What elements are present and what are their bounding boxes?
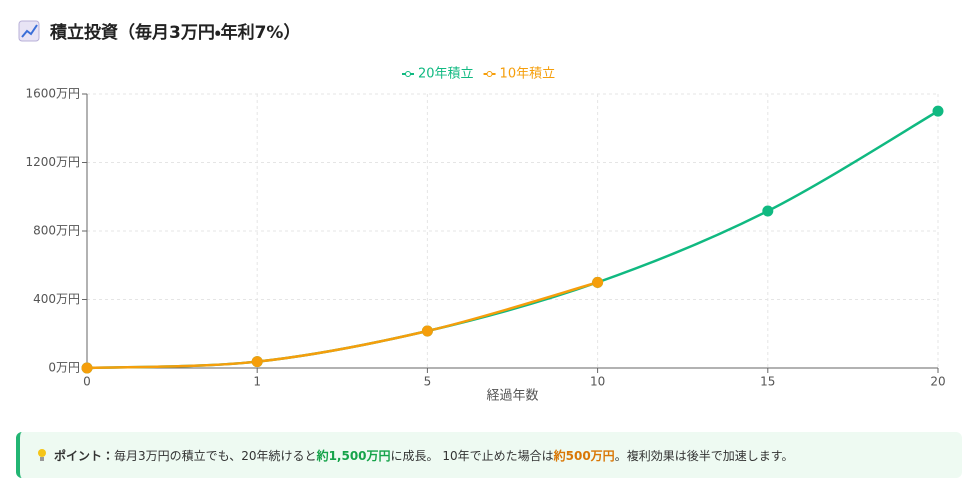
x-tick-label: 15 (760, 375, 775, 389)
x-tick-label: 10 (590, 375, 605, 389)
note-highlight: 約500万円 (553, 448, 615, 463)
y-tick-label: 1200万円 (25, 155, 80, 169)
x-axis-label: 経過年数 (486, 389, 538, 404)
data-point (762, 205, 774, 217)
y-tick-label: 1600万円 (25, 87, 80, 101)
title: 積立投資（毎月3万円・年利7%） (50, 23, 301, 43)
y-tick-label: 400万円 (33, 292, 80, 306)
data-point (81, 362, 93, 374)
note-text: に成長。 10年で止めた場合は (390, 448, 554, 463)
bulb-icon (38, 449, 46, 461)
chart-icon (18, 20, 40, 41)
note-text: 。複利効果は後半で加速します。 (614, 448, 794, 463)
data-point (421, 325, 433, 337)
note-highlight: 約1,500万円 (316, 448, 391, 463)
note-label: ポイント： (54, 448, 115, 463)
x-tick-label: 0 (83, 375, 91, 389)
x-tick-label: 20 (930, 375, 945, 389)
data-point (592, 276, 604, 288)
legend-marker (405, 71, 411, 77)
header: 積立投資（毎月3万円・年利7%） (18, 18, 300, 43)
legend-marker (486, 71, 493, 77)
legend-label: 10年積立 (500, 67, 556, 82)
x-tick-label: 5 (424, 375, 432, 389)
series-line (86, 281, 598, 370)
x-tick-label: 1 (253, 375, 261, 389)
data-point (932, 105, 944, 117)
note-box: ポイント： 毎月3万円の積立でも、20年続けると 約1,500万円 に成長。 1… (16, 432, 962, 478)
y-tick-label: 0万円 (48, 361, 80, 375)
series-line (86, 110, 939, 370)
y-tick-label: 800万円 (33, 224, 80, 238)
data-point (251, 356, 263, 368)
legend-label: 20年積立 (418, 67, 474, 82)
note-text: 毎月3万円の積立でも、20年続けると (114, 448, 317, 463)
